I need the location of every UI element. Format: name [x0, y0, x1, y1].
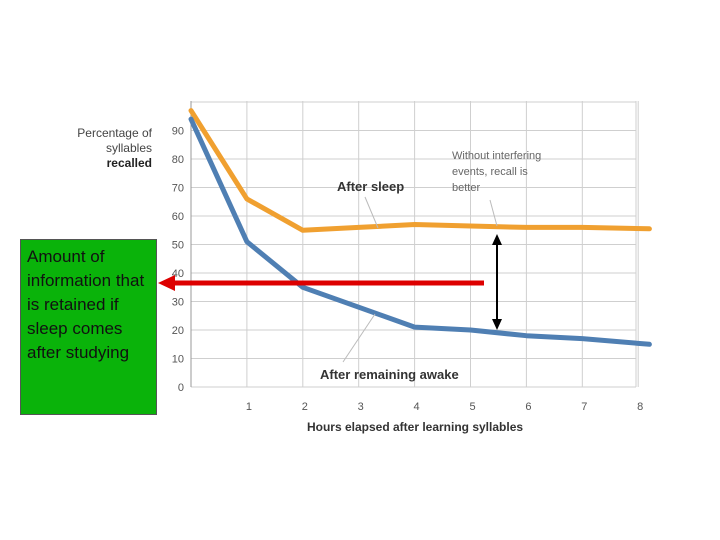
x-tick-label: 8: [637, 401, 643, 413]
note-line: Without interfering: [452, 150, 542, 162]
leader-after-awake: [342, 313, 376, 363]
y-tick-label: 90: [172, 126, 184, 138]
x-tick-labels: 1 2 3 4 5 6 7 8: [246, 401, 643, 413]
y-axis-label-line: recalled: [106, 156, 152, 170]
x-tick-label: 2: [302, 401, 308, 413]
x-tick-label: 1: [246, 401, 252, 413]
x-tick-label: 4: [414, 401, 420, 413]
series-after-awake-line: [188, 116, 652, 347]
difference-arrow-head-top: [492, 234, 502, 245]
x-tick-label: 3: [358, 401, 364, 413]
y-axis-label-line: syllables: [105, 141, 152, 155]
note-line: better: [452, 182, 481, 194]
y-axis-label-line: Percentage of: [77, 126, 152, 140]
x-tick-label: 7: [581, 401, 587, 413]
chart-grid: [190, 101, 639, 388]
y-tick-label: 70: [172, 183, 184, 195]
leader-note: [489, 199, 498, 227]
callout-arrows: [158, 234, 502, 330]
y-tick-label: 10: [172, 354, 184, 366]
y-tick-label: 20: [172, 325, 184, 337]
callout-text: Amount of information that is retained i…: [27, 247, 145, 362]
series-after-sleep-line: [188, 108, 652, 233]
red-arrow-head: [158, 275, 175, 291]
y-tick-label: 30: [172, 297, 184, 309]
annotation-note: Without interfering events, recall is be…: [452, 148, 545, 196]
y-tick-label: 80: [172, 154, 184, 166]
y-tick-label: 60: [172, 211, 184, 223]
difference-arrow-head-bottom: [492, 319, 502, 330]
x-axis-label: Hours elapsed after learning syllables: [306, 420, 524, 434]
x-tick-label: 6: [525, 401, 531, 413]
callout-box: Amount of information that is retained i…: [20, 239, 157, 415]
annotation-leaders: [342, 196, 498, 363]
chart-series: [188, 108, 652, 347]
note-line: events, recall is: [452, 166, 528, 178]
annotation-after-awake: After remaining awake: [320, 367, 459, 382]
x-tick-label: 5: [469, 401, 475, 413]
y-tick-label: 0: [178, 382, 184, 394]
y-axis-label: Percentage of syllables recalled: [60, 126, 152, 171]
leader-after-sleep: [364, 196, 379, 229]
y-tick-label: 50: [172, 240, 184, 252]
annotation-after-sleep: After sleep: [337, 179, 405, 194]
